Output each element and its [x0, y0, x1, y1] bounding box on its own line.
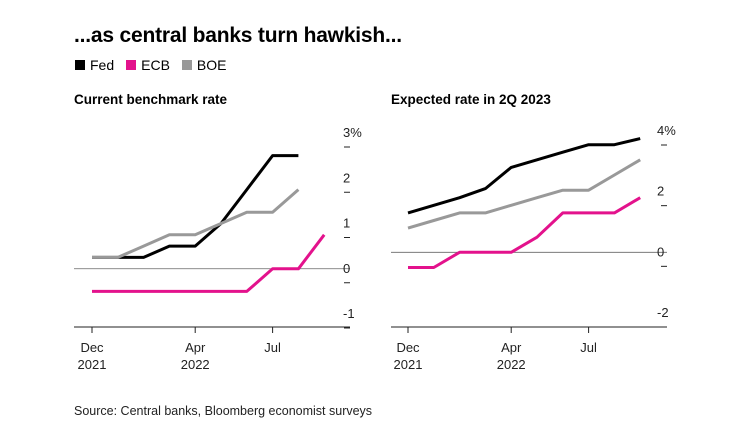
y-tick-label-current-2: 1	[343, 216, 350, 231]
legend-label-boe: BOE	[196, 57, 227, 73]
y-tick-label-current-1: 2	[343, 170, 350, 185]
y-tick-label-current-4: -1	[343, 306, 355, 321]
x-tick-year-expected-0: 2021	[394, 357, 423, 372]
legend-swatch-fed	[75, 60, 85, 70]
x-tick-year-expected-1: 2022	[497, 357, 526, 372]
x-tick-label-current-2: Jul	[264, 340, 281, 355]
legend-label-fed: Fed	[90, 57, 115, 73]
y-tick-label-expected-1: 2	[657, 184, 664, 199]
chart-title: ...as central banks turn hawkish...	[74, 24, 402, 47]
x-tick-year-current-0: 2021	[78, 357, 107, 372]
series-line-expected-boe	[407, 158, 641, 230]
legend-item-boe: BOE	[181, 57, 227, 73]
legend-swatch-boe	[181, 60, 192, 70]
legend-label-ecb: ECB	[141, 57, 170, 73]
y-tick-label-current-0: 3%	[343, 125, 362, 140]
legend: Fed ECB BOE	[75, 57, 239, 73]
panel-title-expected: Expected rate in 2Q 2023	[391, 92, 551, 107]
series-line-current-ecb	[92, 233, 326, 293]
source-note: Source: Central banks, Bloomberg economi…	[74, 404, 373, 418]
series-line-current-boe	[92, 188, 300, 259]
x-tick-label-expected-1: Apr	[501, 340, 522, 355]
x-tick-label-current-1: Apr	[185, 340, 206, 355]
series-line-expected-fed	[407, 137, 641, 215]
series-line-current-fed	[92, 154, 299, 259]
y-tick-label-expected-0: 4%	[657, 123, 676, 138]
legend-item-fed: Fed	[75, 57, 114, 73]
x-tick-label-expected-0: Dec	[396, 340, 420, 355]
x-tick-year-current-1: 2022	[181, 357, 210, 372]
y-tick-label-current-3: 0	[343, 261, 350, 276]
legend-swatch-ecb	[126, 60, 137, 70]
y-tick-label-expected-2: 0	[657, 244, 664, 259]
x-tick-label-current-0: Dec	[80, 340, 104, 355]
legend-item-ecb: ECB	[126, 57, 170, 73]
y-tick-label-expected-3: -2	[657, 305, 669, 320]
series-line-expected-ecb	[408, 196, 641, 269]
x-tick-label-expected-2: Jul	[580, 340, 597, 355]
panel-title-current: Current benchmark rate	[74, 92, 228, 107]
